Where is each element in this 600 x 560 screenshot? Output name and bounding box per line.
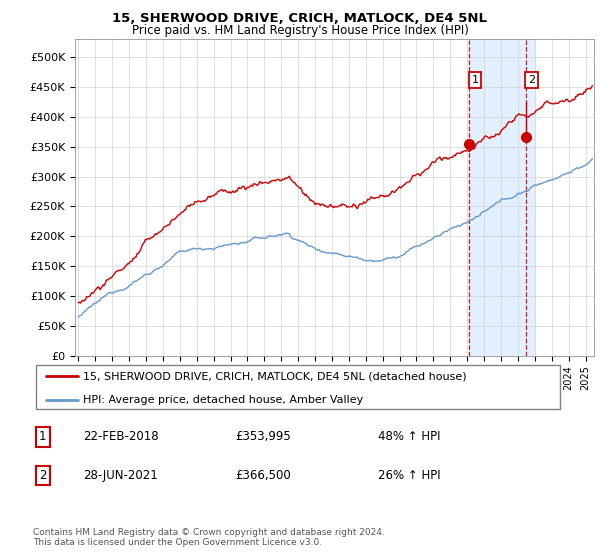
Text: 15, SHERWOOD DRIVE, CRICH, MATLOCK, DE4 5NL (detached house): 15, SHERWOOD DRIVE, CRICH, MATLOCK, DE4 … <box>83 371 467 381</box>
Text: £353,995: £353,995 <box>235 431 290 444</box>
Text: 48% ↑ HPI: 48% ↑ HPI <box>378 431 440 444</box>
FancyBboxPatch shape <box>35 365 560 409</box>
Text: HPI: Average price, detached house, Amber Valley: HPI: Average price, detached house, Ambe… <box>83 395 364 405</box>
Text: Contains HM Land Registry data © Crown copyright and database right 2024.
This d: Contains HM Land Registry data © Crown c… <box>33 528 385 547</box>
Text: 1: 1 <box>39 431 46 444</box>
Text: 2: 2 <box>528 75 535 85</box>
Text: 22-FEB-2018: 22-FEB-2018 <box>83 431 159 444</box>
Text: 1: 1 <box>472 75 478 85</box>
Text: 28-JUN-2021: 28-JUN-2021 <box>83 469 158 482</box>
Bar <box>469 39 535 356</box>
Text: £366,500: £366,500 <box>235 469 290 482</box>
Text: 15, SHERWOOD DRIVE, CRICH, MATLOCK, DE4 5NL: 15, SHERWOOD DRIVE, CRICH, MATLOCK, DE4 … <box>113 12 487 25</box>
Text: Price paid vs. HM Land Registry's House Price Index (HPI): Price paid vs. HM Land Registry's House … <box>131 24 469 36</box>
Text: 2: 2 <box>39 469 46 482</box>
Text: 26% ↑ HPI: 26% ↑ HPI <box>378 469 441 482</box>
